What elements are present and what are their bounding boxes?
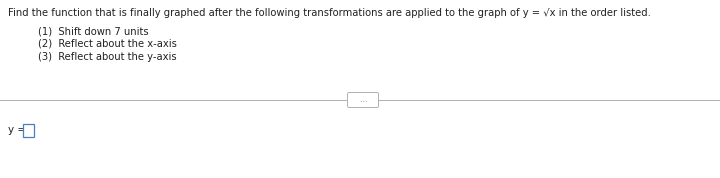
FancyBboxPatch shape [348,93,379,108]
Text: (2)  Reflect about the x-axis: (2) Reflect about the x-axis [38,39,177,49]
Text: Find the function that is finally graphed after the following transformations ar: Find the function that is finally graphe… [8,8,651,18]
Text: y =: y = [8,125,26,135]
Text: (3)  Reflect about the y-axis: (3) Reflect about the y-axis [38,52,176,62]
FancyBboxPatch shape [23,124,34,137]
Text: (1)  Shift down 7 units: (1) Shift down 7 units [38,26,148,36]
Text: …: … [359,96,366,104]
